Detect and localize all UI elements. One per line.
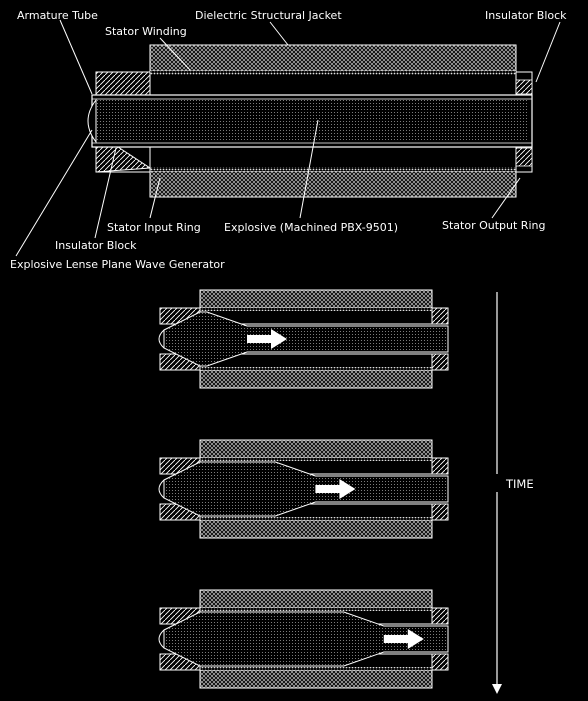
stage-winding-top xyxy=(200,308,432,311)
time-sequence xyxy=(158,289,449,689)
stage-lens xyxy=(158,479,165,499)
stator-input-ring-top xyxy=(95,71,151,96)
stage-output-ring-bottom xyxy=(431,353,449,371)
label-dielectric-jacket: Dielectric Structural Jacket xyxy=(195,9,342,22)
stage-output-ring-top xyxy=(431,607,449,625)
stage-arrow xyxy=(247,329,287,349)
stage-explosive-armature xyxy=(163,311,449,367)
time-axis: TIME xyxy=(488,292,542,694)
insulator-block-right-top xyxy=(515,79,533,95)
time-axis-label: TIME xyxy=(505,477,534,491)
stage-output-ring-bottom xyxy=(431,653,449,671)
stage-winding-top xyxy=(200,458,432,461)
dielectric-jacket-top xyxy=(149,44,517,72)
stage-output-ring-bottom xyxy=(431,503,449,521)
stage-winding-bottom xyxy=(200,517,432,520)
stator-winding-bottom xyxy=(150,167,516,171)
time-axis-label-bg xyxy=(488,474,542,492)
insulator-block-right-bottom xyxy=(515,147,533,167)
stage-explosive-armature xyxy=(163,611,449,667)
stage-arrow xyxy=(315,479,356,499)
stage-jacket-top xyxy=(199,289,433,309)
stage-output-ring-top xyxy=(431,457,449,475)
label-insulator-block-left: Insulator Block xyxy=(55,239,137,252)
stage-arrow xyxy=(383,629,424,649)
label-stator-output-ring: Stator Output Ring xyxy=(442,219,545,232)
label-lens-generator: Explosive Lense Plane Wave Generator xyxy=(10,258,225,271)
dielectric-jacket-bottom xyxy=(149,170,517,198)
stage-2 xyxy=(158,439,449,539)
label-stator-input-ring: Stator Input Ring xyxy=(107,221,201,234)
stage-jacket-top xyxy=(199,589,433,609)
stage-3 xyxy=(158,589,449,689)
label-armature-tube: Armature Tube xyxy=(17,9,98,22)
top-generator-diagram: Armature Tube Dielectric Structural Jack… xyxy=(10,9,567,271)
stage-winding-bottom xyxy=(200,367,432,370)
stage-jacket-bottom xyxy=(199,369,433,389)
stage-winding-top xyxy=(200,608,432,611)
stage-winding-bottom xyxy=(200,667,432,670)
stage-lens xyxy=(158,329,165,349)
stage-jacket-bottom xyxy=(199,519,433,539)
lens-plane-wave-generator xyxy=(87,98,97,144)
stage-1 xyxy=(158,289,449,389)
label-explosive: Explosive (Machined PBX-9501) xyxy=(224,221,398,234)
leader-lines xyxy=(15,19,561,257)
stage-lens xyxy=(158,629,165,649)
stage-explosive-armature xyxy=(163,461,449,517)
label-stator-winding: Stator Winding xyxy=(105,25,187,38)
stage-output-ring-top xyxy=(431,307,449,325)
label-insulator-block-right: Insulator Block xyxy=(485,9,567,22)
explosive-charge xyxy=(96,100,528,142)
stage-jacket-bottom xyxy=(199,669,433,689)
time-axis-arrowhead xyxy=(492,684,502,694)
stage-jacket-top xyxy=(199,439,433,459)
stator-winding-top xyxy=(150,71,516,75)
